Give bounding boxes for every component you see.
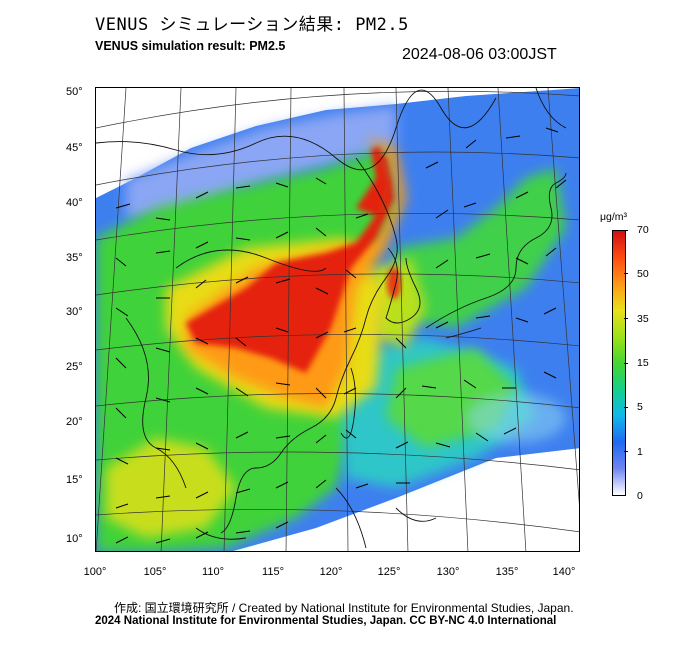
lon-label-100: 100° <box>83 566 107 578</box>
coastlines <box>96 88 567 549</box>
colorbar-label-15: 15 <box>637 357 649 369</box>
lon-label-115: 115° <box>262 566 284 578</box>
copyright-line: 2024 National Institute for Environmenta… <box>95 615 557 627</box>
southwest-yellow-area <box>106 438 236 538</box>
title-en: VENUS simulation result: PM2.5 <box>95 39 286 53</box>
lat-label-40: 40° <box>66 197 83 209</box>
lon-label-130: 130° <box>436 566 460 578</box>
lon-label-110: 110° <box>202 566 224 578</box>
lon-label-105: 105° <box>143 566 167 578</box>
lat-label-30: 30° <box>66 306 83 318</box>
lat-label-20: 20° <box>66 416 83 428</box>
lat-label-15: 15° <box>66 474 83 486</box>
colorbar-label-35: 35 <box>637 313 649 325</box>
lon-label-140: 140° <box>552 566 576 578</box>
colorbar-label-70: 70 <box>637 224 649 236</box>
colorbar-label-5: 5 <box>637 401 643 413</box>
central-red-hotspot <box>186 150 394 373</box>
title-jp: VENUS シミュレーション結果: PM2.5 <box>95 15 409 35</box>
colorbar-label-0: 0 <box>637 490 643 502</box>
lat-label-35: 35° <box>66 252 83 264</box>
credit-line: 作成: 国立環境研究所 / Created by National Instit… <box>114 601 574 615</box>
lon-label-125: 125° <box>377 566 401 578</box>
lon-label-120: 120° <box>319 566 343 578</box>
colorbar-label-1: 1 <box>637 446 643 458</box>
lat-label-45: 45° <box>66 142 83 154</box>
korea-red-hotspot <box>387 267 401 299</box>
colorbar-tick <box>624 451 628 452</box>
pm25-map <box>96 88 579 551</box>
colorbar-unit: μg/m³ <box>600 211 628 223</box>
map-panel <box>95 87 580 552</box>
concentration-field <box>96 88 579 551</box>
wind-vectors <box>115 127 567 544</box>
lon-label-135: 135° <box>495 566 519 578</box>
east-pale-area <box>466 393 566 443</box>
japan-green-area <box>396 168 566 328</box>
colorbar-tick <box>624 363 628 364</box>
colorbar-label-50: 50 <box>637 268 649 280</box>
lat-label-10: 10° <box>66 533 83 545</box>
colorbar-tick <box>624 273 628 274</box>
colorbar-tick <box>624 230 628 231</box>
upper-pale-band <box>126 106 396 218</box>
colorbar-tick <box>624 318 628 319</box>
timestamp: 2024-08-06 03:00JST <box>402 46 557 63</box>
colorbar-tick <box>624 407 628 408</box>
lat-label-25: 25° <box>66 361 83 373</box>
lat-label-50: 50° <box>66 86 83 98</box>
